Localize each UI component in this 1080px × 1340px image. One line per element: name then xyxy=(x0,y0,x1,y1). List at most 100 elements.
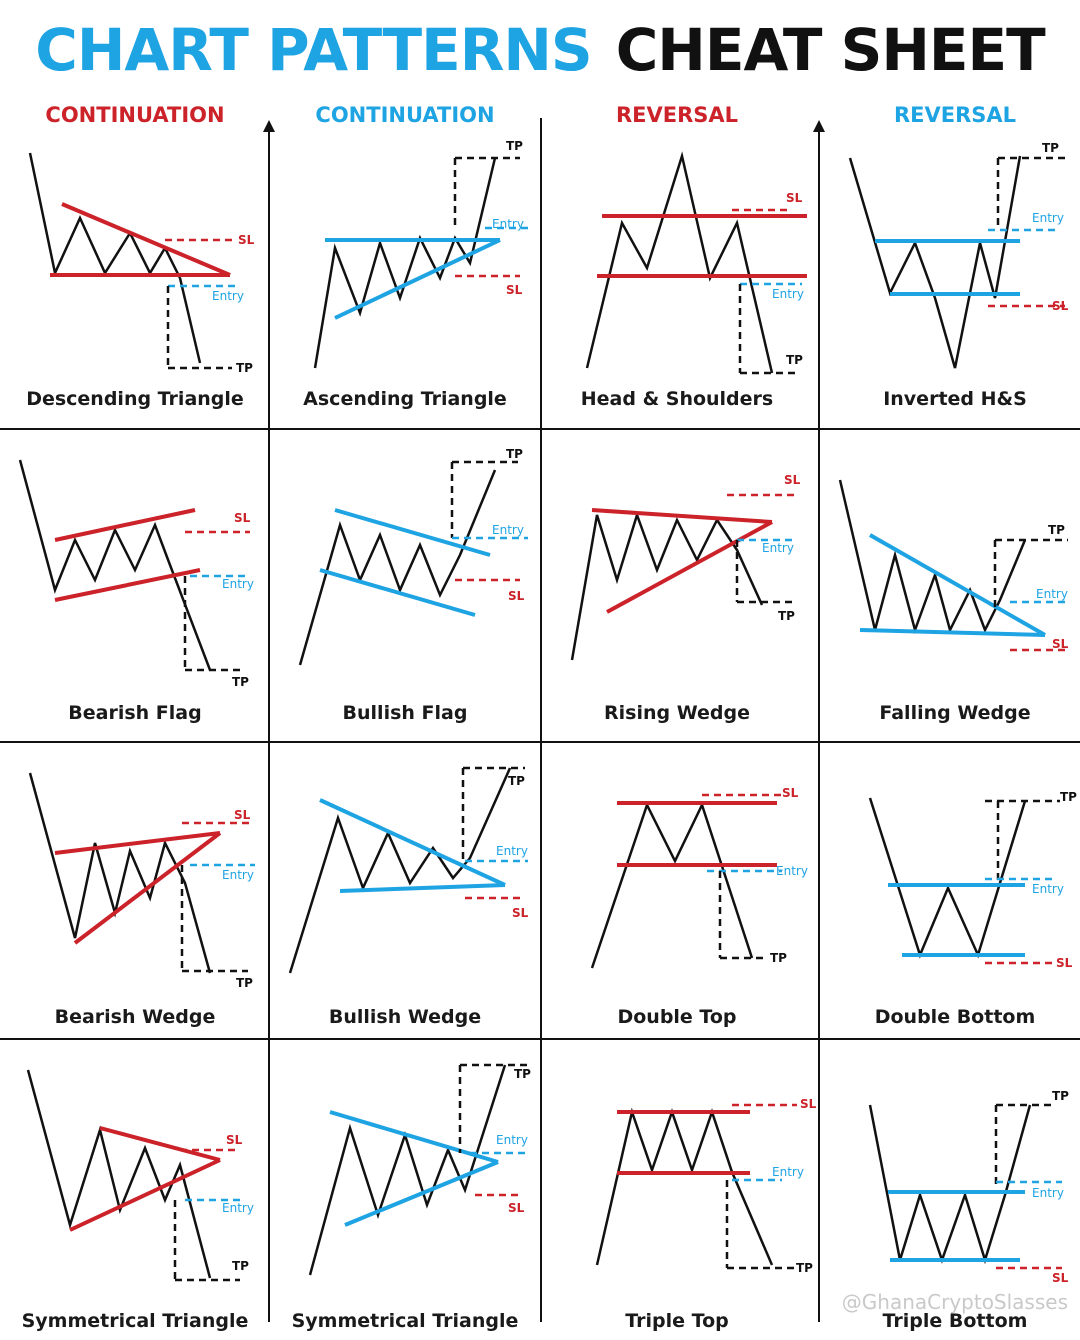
column-header-4: REVERSAL xyxy=(893,103,1017,127)
pattern-diagram-2: TP Entry SL xyxy=(313,139,528,369)
pattern-diagram-8: TP Entry SL xyxy=(838,479,1070,652)
label-sl: SL xyxy=(226,1133,243,1147)
price-path xyxy=(595,1107,774,1266)
label-tp: TP xyxy=(514,1067,531,1081)
pattern-diagram-6: TP Entry SL xyxy=(298,447,528,666)
pattern-caption: Triple Top xyxy=(625,1310,729,1332)
label-tp: TP xyxy=(236,976,253,990)
label-sl: SL xyxy=(234,511,251,525)
pattern-caption: Symmetrical Triangle xyxy=(21,1310,249,1332)
grid-vline-3 xyxy=(818,128,820,1322)
pattern-caption: Symmetrical Triangle xyxy=(291,1310,519,1332)
title-part-2: CHEAT SHEET xyxy=(615,16,1046,84)
trend-line xyxy=(73,831,222,945)
axis-arrow-1 xyxy=(263,120,275,132)
column-header-1: CONTINUATION xyxy=(45,103,225,127)
label-sl: SL xyxy=(784,473,801,487)
pattern-diagram-5: SL Entry TP xyxy=(18,459,254,689)
pattern-diagram-7: SL Entry TP xyxy=(570,473,801,661)
pattern-caption: Bearish Wedge xyxy=(54,1006,216,1028)
label-sl: SL xyxy=(506,283,523,297)
pattern-caption: Ascending Triangle xyxy=(303,388,507,410)
price-path xyxy=(590,801,754,969)
label-tp: TP xyxy=(236,361,253,375)
pattern-diagram-13: SL Entry TP xyxy=(26,1069,254,1282)
label-sl: SL xyxy=(1052,637,1069,651)
price-path xyxy=(585,151,774,374)
pattern-diagram-11: SL Entry TP xyxy=(590,786,808,969)
price-path xyxy=(838,479,1027,635)
title-part-1: CHART PATTERNS xyxy=(35,16,592,84)
label-tp: TP xyxy=(1052,1089,1069,1103)
label-entry: Entry xyxy=(1032,882,1064,896)
label-tp: TP xyxy=(232,675,249,689)
trend-line xyxy=(591,508,773,524)
label-sl: SL xyxy=(1052,1271,1069,1285)
price-path xyxy=(570,511,764,661)
trend-line xyxy=(54,508,196,542)
trend-line xyxy=(329,1110,499,1164)
pattern-diagram-15: SL Entry TP xyxy=(595,1097,817,1275)
label-entry: Entry xyxy=(772,287,804,301)
pattern-caption: Bullish Flag xyxy=(342,702,468,724)
label-sl: SL xyxy=(238,233,255,247)
price-path xyxy=(28,772,212,974)
trend-line xyxy=(334,238,501,320)
column-header-2: CONTINUATION xyxy=(315,103,495,127)
price-path xyxy=(298,469,497,666)
watermark: @GhanaCryptoSlasses xyxy=(841,1290,1068,1314)
label-tp: TP xyxy=(770,951,787,965)
label-entry: Entry xyxy=(776,864,808,878)
pattern-diagram-1: SL Entry TP xyxy=(28,152,255,375)
label-entry: Entry xyxy=(1036,587,1068,601)
label-tp: TP xyxy=(796,1261,813,1275)
pattern-diagram-10: TP Entry SL xyxy=(288,766,529,974)
trend-line xyxy=(61,202,231,277)
price-path xyxy=(28,152,182,279)
trend-line xyxy=(606,520,773,614)
pattern-diagram-9: SL Entry TP xyxy=(28,772,255,990)
pattern-diagram-12: TP Entry SL xyxy=(868,790,1077,970)
price-path xyxy=(308,1064,507,1276)
price-path xyxy=(26,1069,212,1279)
pattern-caption: Inverted H&S xyxy=(883,388,1027,410)
label-sl: SL xyxy=(1056,956,1073,970)
label-entry: Entry xyxy=(772,1165,804,1179)
label-tp: TP xyxy=(508,774,525,788)
axis-arrow-3 xyxy=(813,120,825,132)
grid-vline-2 xyxy=(540,118,542,1322)
label-tp: TP xyxy=(1042,141,1059,155)
pattern-caption: Falling Wedge xyxy=(879,702,1031,724)
price-path xyxy=(313,157,497,369)
label-tp: TP xyxy=(786,353,803,367)
label-tp: TP xyxy=(1060,790,1077,804)
trend-line xyxy=(334,508,491,557)
label-tp: TP xyxy=(778,609,795,623)
price-path xyxy=(18,459,212,671)
pattern-caption: Head & Shoulders xyxy=(580,388,774,410)
pattern-diagram-3: SL Entry TP xyxy=(585,151,807,375)
price-path xyxy=(178,277,202,364)
trend-line xyxy=(339,883,506,893)
price-path xyxy=(848,155,1022,369)
pattern-caption: Bearish Flag xyxy=(68,702,202,724)
trend-line xyxy=(869,533,1046,637)
label-sl: SL xyxy=(1052,299,1069,313)
trend-line xyxy=(859,628,1046,637)
grid-vline-1 xyxy=(268,128,270,1322)
label-entry: Entry xyxy=(222,1201,254,1215)
label-sl: SL xyxy=(786,191,803,205)
trend-line xyxy=(99,1126,221,1162)
grid-hline-1 xyxy=(0,428,1080,430)
pattern-diagram-14: TP Entry SL xyxy=(308,1063,531,1276)
label-entry: Entry xyxy=(762,541,794,555)
trend-line xyxy=(54,831,221,855)
label-sl: SL xyxy=(800,1097,817,1111)
pattern-diagram-4: TP Entry SL xyxy=(848,141,1069,369)
label-entry: Entry xyxy=(212,289,244,303)
trend-line xyxy=(319,568,476,617)
label-entry: Entry xyxy=(1032,211,1064,225)
pattern-caption: Double Top xyxy=(617,1006,737,1028)
label-entry: Entry xyxy=(222,868,254,882)
label-entry: Entry xyxy=(1032,1186,1064,1200)
